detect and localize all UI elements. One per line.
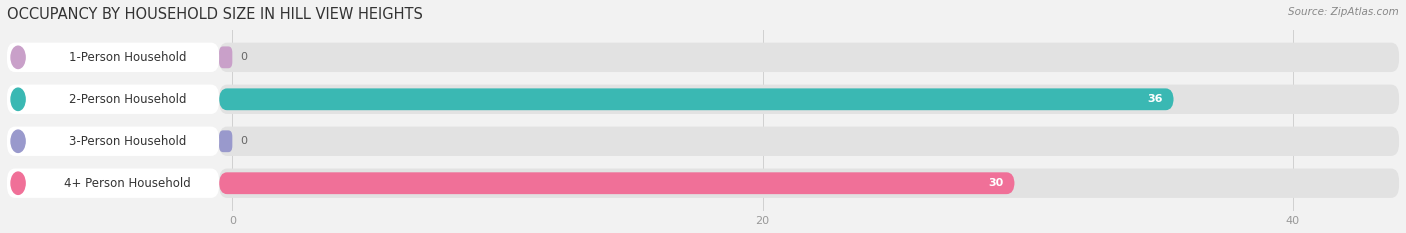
FancyBboxPatch shape <box>219 43 1399 72</box>
FancyBboxPatch shape <box>219 46 232 68</box>
FancyBboxPatch shape <box>7 85 219 114</box>
Circle shape <box>11 46 25 69</box>
Text: 4+ Person Household: 4+ Person Household <box>65 177 191 190</box>
FancyBboxPatch shape <box>219 172 1015 194</box>
FancyBboxPatch shape <box>7 43 219 72</box>
FancyBboxPatch shape <box>219 130 232 152</box>
Circle shape <box>11 172 25 194</box>
Text: 30: 30 <box>988 178 1004 188</box>
FancyBboxPatch shape <box>7 168 219 198</box>
Text: 1-Person Household: 1-Person Household <box>69 51 187 64</box>
FancyBboxPatch shape <box>219 88 1174 110</box>
FancyBboxPatch shape <box>219 85 1399 114</box>
FancyBboxPatch shape <box>7 127 219 156</box>
Text: OCCUPANCY BY HOUSEHOLD SIZE IN HILL VIEW HEIGHTS: OCCUPANCY BY HOUSEHOLD SIZE IN HILL VIEW… <box>7 7 423 22</box>
Text: 0: 0 <box>240 52 247 62</box>
Text: 0: 0 <box>240 136 247 146</box>
FancyBboxPatch shape <box>219 168 1399 198</box>
FancyBboxPatch shape <box>219 127 1399 156</box>
Text: 3-Person Household: 3-Person Household <box>69 135 187 148</box>
Text: 36: 36 <box>1147 94 1163 104</box>
Text: 2-Person Household: 2-Person Household <box>69 93 187 106</box>
Circle shape <box>11 88 25 110</box>
Text: Source: ZipAtlas.com: Source: ZipAtlas.com <box>1288 7 1399 17</box>
Circle shape <box>11 130 25 152</box>
